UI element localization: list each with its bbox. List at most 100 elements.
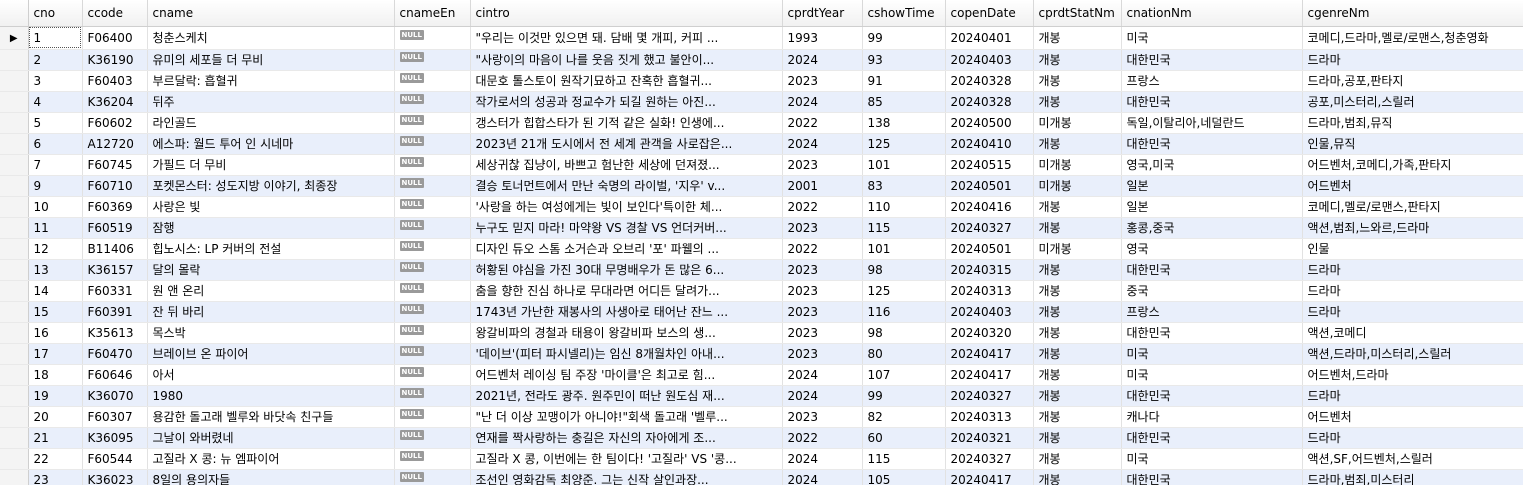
cell-ccode[interactable]: K36070	[82, 385, 148, 407]
row-indicator[interactable]	[0, 196, 29, 218]
cell-cgenreNm[interactable]: 어드벤처	[1302, 406, 1523, 428]
cell-cprdtYear[interactable]: 2024	[782, 469, 863, 485]
cell-cintro[interactable]: "사랑이의 마음이 나를 웃음 짓게 했고 불안이...	[470, 49, 783, 71]
cell-cnameEn[interactable]: NULL	[394, 364, 471, 386]
table-row[interactable]: 20 F60307 용감한 돌고래 벨루와 바닷속 친구들 NULL "난 더 이상 꼬…	[0, 406, 1523, 428]
cell-cgenreNm[interactable]: 드라마,범죄,미스터리	[1302, 469, 1523, 485]
cell-cname[interactable]: 에스파: 월드 투어 인 시네마	[147, 133, 395, 155]
cell-cprdtYear[interactable]: 2023	[782, 280, 863, 302]
cell-cshowTime[interactable]: 99	[862, 26, 946, 50]
cell-ccode[interactable]: K35613	[82, 322, 148, 344]
cell-cshowTime[interactable]: 83	[862, 175, 946, 197]
cell-cshowTime[interactable]: 101	[862, 154, 946, 176]
table-row[interactable]: 6 A12720 에스파: 월드 투어 인 시네마 NULL 2023년 21개 도시에…	[0, 133, 1523, 155]
cell-cgenreNm[interactable]: 어드벤처,코메디,가족,판타지	[1302, 154, 1523, 176]
cell-cname[interactable]: 잠행	[147, 217, 395, 239]
row-indicator[interactable]	[0, 238, 29, 260]
cell-cgenreNm[interactable]: 드라마	[1302, 301, 1523, 323]
cell-cno[interactable]: 19	[28, 385, 83, 407]
cell-cprdtYear[interactable]: 2022	[782, 427, 863, 449]
cell-cshowTime[interactable]: 115	[862, 448, 946, 470]
column-header-cgenreNm[interactable]: cgenreNm	[1302, 0, 1523, 27]
cell-cname[interactable]: 고질라 X 콩: 뉴 엠파이어	[147, 448, 395, 470]
cell-cno[interactable]: 22	[28, 448, 83, 470]
cell-cnationNm[interactable]: 미국	[1121, 26, 1303, 50]
cell-cprdtStatNm[interactable]: 개봉	[1033, 448, 1122, 470]
row-indicator[interactable]	[0, 49, 29, 71]
cell-cprdtYear[interactable]: 2023	[782, 343, 863, 365]
cell-cintro[interactable]: 연재를 짝사랑하는 충길은 자신의 자아에게 조...	[470, 427, 783, 449]
cell-cno[interactable]: 21	[28, 427, 83, 449]
cell-ccode[interactable]: F60745	[82, 154, 148, 176]
cell-cprdtYear[interactable]: 2023	[782, 154, 863, 176]
cell-cshowTime[interactable]: 91	[862, 70, 946, 92]
cell-cprdtStatNm[interactable]: 개봉	[1033, 259, 1122, 281]
cell-cprdtYear[interactable]: 2023	[782, 322, 863, 344]
cell-cgenreNm[interactable]: 드라마	[1302, 49, 1523, 71]
cell-cshowTime[interactable]: 82	[862, 406, 946, 428]
cell-copenDate[interactable]: 20240327	[945, 217, 1034, 239]
cell-cno[interactable]: 15	[28, 301, 83, 323]
cell-cnameEn[interactable]: NULL	[394, 196, 471, 218]
cell-cprdtStatNm[interactable]: 개봉	[1033, 280, 1122, 302]
cell-cintro[interactable]: '데이브'(피터 파시넬리)는 임신 8개월차인 아내...	[470, 343, 783, 365]
cell-cname[interactable]: 유미의 세포들 더 무비	[147, 49, 395, 71]
cell-copenDate[interactable]: 20240515	[945, 154, 1034, 176]
column-header-cnationNm[interactable]: cnationNm	[1121, 0, 1303, 27]
cell-cgenreNm[interactable]: 코메디,멜로/로맨스,판타지	[1302, 196, 1523, 218]
cell-copenDate[interactable]: 20240328	[945, 91, 1034, 113]
row-indicator[interactable]	[0, 70, 29, 92]
row-indicator[interactable]	[0, 280, 29, 302]
cell-ccode[interactable]: F60331	[82, 280, 148, 302]
cell-cprdtStatNm[interactable]: 개봉	[1033, 217, 1122, 239]
table-row[interactable]: 4 K36204 뒤주 NULL 작가로서의 성공과 정교수가 되길 원하는 아진...…	[0, 91, 1523, 113]
cell-cnameEn[interactable]: NULL	[394, 343, 471, 365]
cell-cshowTime[interactable]: 115	[862, 217, 946, 239]
row-indicator[interactable]	[0, 364, 29, 386]
cell-cprdtStatNm[interactable]: 개봉	[1033, 91, 1122, 113]
cell-cno[interactable]: 23	[28, 469, 83, 485]
cell-cshowTime[interactable]: 98	[862, 322, 946, 344]
cell-copenDate[interactable]: 20240410	[945, 133, 1034, 155]
cell-cintro[interactable]: 세상귀찮 집냥이, 바쁘고 험난한 세상에 던져졌...	[470, 154, 783, 176]
cell-cno[interactable]: 7	[28, 154, 83, 176]
cell-cintro[interactable]: 고질라 X 콩, 이번에는 한 팀이다! '고질라' VS '콩...	[470, 448, 783, 470]
cell-cshowTime[interactable]: 110	[862, 196, 946, 218]
cell-cnationNm[interactable]: 영국,미국	[1121, 154, 1303, 176]
cell-cno[interactable]: 6	[28, 133, 83, 155]
cell-cnameEn[interactable]: NULL	[394, 406, 471, 428]
cell-cnameEn[interactable]: NULL	[394, 448, 471, 470]
cell-cgenreNm[interactable]: 어드벤처	[1302, 175, 1523, 197]
cell-cgenreNm[interactable]: 액션,드라마,미스터리,스릴러	[1302, 343, 1523, 365]
cell-cno[interactable]: 10	[28, 196, 83, 218]
cell-copenDate[interactable]: 20240501	[945, 238, 1034, 260]
cell-ccode[interactable]: F60391	[82, 301, 148, 323]
cell-cgenreNm[interactable]: 인물	[1302, 238, 1523, 260]
cell-cno[interactable]: 18	[28, 364, 83, 386]
column-header-copenDate[interactable]: copenDate	[945, 0, 1034, 27]
row-indicator[interactable]	[0, 406, 29, 428]
cell-cintro[interactable]: 작가로서의 성공과 정교수가 되길 원하는 아진...	[470, 91, 783, 113]
cell-cprdtYear[interactable]: 2023	[782, 259, 863, 281]
cell-cprdtYear[interactable]: 2024	[782, 49, 863, 71]
table-row[interactable]: 23 K36023 8일의 용의자들 NULL 조선인 영화감독 최양준. 그는 신작 …	[0, 469, 1523, 485]
cell-cshowTime[interactable]: 116	[862, 301, 946, 323]
cell-cshowTime[interactable]: 125	[862, 133, 946, 155]
cell-cprdtYear[interactable]: 2023	[782, 406, 863, 428]
table-row[interactable]: 22 F60544 고질라 X 콩: 뉴 엠파이어 NULL 고질라 X 콩, 이번에는…	[0, 448, 1523, 470]
cell-cshowTime[interactable]: 125	[862, 280, 946, 302]
cell-ccode[interactable]: K36190	[82, 49, 148, 71]
cell-cname[interactable]: 그날이 와버렸네	[147, 427, 395, 449]
cell-cname[interactable]: 달의 몰락	[147, 259, 395, 281]
cell-cname[interactable]: 목스박	[147, 322, 395, 344]
cell-cnameEn[interactable]: NULL	[394, 427, 471, 449]
cell-cnationNm[interactable]: 프랑스	[1121, 70, 1303, 92]
cell-cshowTime[interactable]: 101	[862, 238, 946, 260]
cell-cprdtStatNm[interactable]: 미개봉	[1033, 175, 1122, 197]
cell-cintro[interactable]: 1743년 가난한 재봉사의 사생아로 태어난 잔느 ...	[470, 301, 783, 323]
cell-cprdtYear[interactable]: 1993	[782, 26, 863, 50]
table-row[interactable]: 2 K36190 유미의 세포들 더 무비 NULL "사랑이의 마음이 나를 웃음 짓…	[0, 49, 1523, 71]
cell-cnameEn[interactable]: NULL	[394, 133, 471, 155]
table-row[interactable]: 15 F60391 잔 뒤 바리 NULL 1743년 가난한 재봉사의 사생아로 태어…	[0, 301, 1523, 323]
cell-cshowTime[interactable]: 60	[862, 427, 946, 449]
